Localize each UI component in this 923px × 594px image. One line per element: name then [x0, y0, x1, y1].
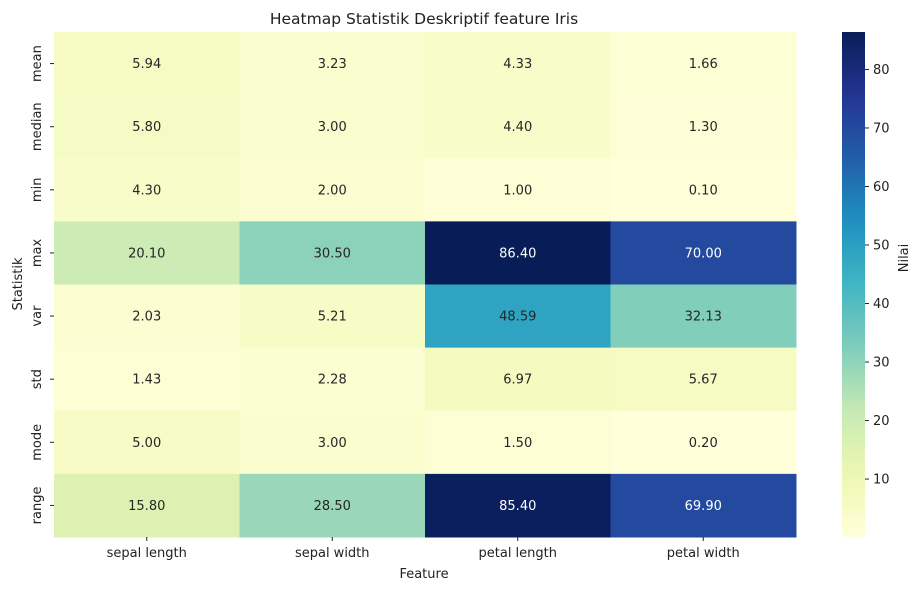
- colorbar-ticks: 10 20 30 40 50 60 70 80: [865, 63, 890, 488]
- heatmap-cell: [239, 410, 426, 475]
- heatmap-cell: [239, 284, 426, 349]
- colorbar-tick-label: 10: [873, 473, 890, 488]
- colorbar-tick-label: 30: [873, 356, 890, 371]
- cell-value-label: 86.40: [499, 246, 536, 261]
- cell-value-label: 2.28: [318, 373, 347, 388]
- cell-value-label: 28.50: [314, 499, 351, 514]
- heatmap-cell: [239, 158, 426, 222]
- y-tick-labels: mean median min max var std mode range: [30, 45, 54, 524]
- x-tick-label: sepal width: [295, 546, 370, 561]
- heatmap-cells: 5.94 3.23 4.33 1.66 5.80 3.00 4.40 1.30 4.30 2.00…: [54, 32, 797, 538]
- colorbar-tick-label: 80: [873, 63, 890, 78]
- colorbar: [842, 32, 865, 537]
- y-tick-label: mode: [30, 424, 45, 461]
- heatmap-cell: [425, 32, 611, 96]
- heatmap-cell: [610, 473, 797, 538]
- y-tick-label: std: [30, 369, 45, 389]
- cell-value-label: 1.30: [689, 120, 718, 135]
- y-axis-label: Statistik: [11, 257, 26, 311]
- heatmap-cell: [610, 410, 797, 475]
- heatmap-cell: [239, 32, 426, 96]
- cell-value-label: 69.90: [685, 499, 722, 514]
- cell-value-label: 3.00: [318, 436, 347, 451]
- cell-value-label: 5.80: [132, 120, 161, 135]
- heatmap-cell: [54, 347, 240, 412]
- y-tick-label: max: [30, 238, 45, 267]
- heatmap-cell: [610, 347, 797, 412]
- heatmap-cell: [54, 284, 240, 349]
- cell-value-label: 85.40: [499, 499, 536, 514]
- cell-value-label: 70.00: [685, 246, 722, 261]
- heatmap-cell: [425, 221, 611, 285]
- cell-value-label: 3.23: [318, 57, 347, 72]
- cell-value-label: 48.59: [499, 310, 536, 325]
- cell-value-label: 2.03: [132, 310, 161, 325]
- colorbar-tick-label: 60: [873, 180, 890, 195]
- heatmap-cell: [54, 95, 240, 159]
- x-axis-label: Feature: [399, 567, 448, 582]
- chart-title: Heatmap Statistik Deskriptif feature Iri…: [270, 10, 578, 28]
- heatmap-cell: [610, 95, 797, 159]
- heatmap-cell: [610, 221, 797, 285]
- y-tick-label: min: [30, 178, 45, 203]
- heatmap-cell: [54, 473, 240, 538]
- heatmap-cell: [425, 95, 611, 159]
- cell-value-label: 0.10: [689, 183, 718, 198]
- x-tick-label: petal width: [667, 546, 740, 561]
- cell-value-label: 5.67: [689, 373, 718, 388]
- heatmap-cell: [54, 158, 240, 222]
- x-tick-labels: sepal length sepal width petal length petal…: [107, 537, 740, 561]
- cell-value-label: 1.66: [689, 57, 718, 72]
- heatmap-cell: [54, 221, 240, 285]
- y-tick-label: var: [30, 305, 45, 327]
- heatmap-cell: [425, 410, 611, 475]
- cell-value-label: 5.00: [132, 436, 161, 451]
- heatmap-cell: [610, 32, 797, 96]
- cell-value-label: 20.10: [128, 246, 165, 261]
- y-tick-label: median: [30, 102, 45, 151]
- cell-value-label: 2.00: [318, 183, 347, 198]
- cell-value-label: 15.80: [128, 499, 165, 514]
- cell-value-label: 1.43: [132, 373, 161, 388]
- cell-value-label: 32.13: [685, 310, 722, 325]
- heatmap-cell: [425, 347, 611, 412]
- heatmap-cell: [54, 32, 240, 96]
- heatmap-cell: [610, 158, 797, 222]
- heatmap-cell: [425, 158, 611, 222]
- cell-value-label: 1.00: [503, 183, 532, 198]
- heatmap-cell: [239, 95, 426, 159]
- heatmap-cell: [54, 410, 240, 475]
- x-tick-label: sepal length: [107, 546, 187, 561]
- cell-value-label: 6.97: [503, 373, 532, 388]
- y-tick-label: mean: [30, 45, 45, 82]
- heatmap-cell: [239, 473, 426, 538]
- colorbar-tick-label: 50: [873, 239, 890, 254]
- cell-value-label: 1.50: [503, 436, 532, 451]
- heatmap-cell: [425, 284, 611, 349]
- colorbar-tick-label: 70: [873, 121, 890, 136]
- cell-value-label: 4.40: [503, 120, 532, 135]
- heatmap-cell: [239, 221, 426, 285]
- cell-value-label: 0.20: [689, 436, 718, 451]
- cell-value-label: 3.00: [318, 120, 347, 135]
- cell-value-label: 5.94: [132, 57, 161, 72]
- colorbar-tick-label: 20: [873, 414, 890, 429]
- x-tick-label: petal length: [479, 546, 558, 561]
- cell-value-label: 4.30: [132, 183, 161, 198]
- heatmap-cell: [610, 284, 797, 349]
- heatmap-cell: [239, 347, 426, 412]
- colorbar-tick-label: 40: [873, 297, 890, 312]
- cell-value-label: 30.50: [314, 246, 351, 261]
- y-tick-label: range: [30, 487, 45, 525]
- heatmap-cell: [425, 473, 611, 538]
- cell-value-label: 4.33: [503, 57, 532, 72]
- colorbar-label: Nilai: [897, 244, 912, 273]
- cell-value-label: 5.21: [318, 310, 347, 325]
